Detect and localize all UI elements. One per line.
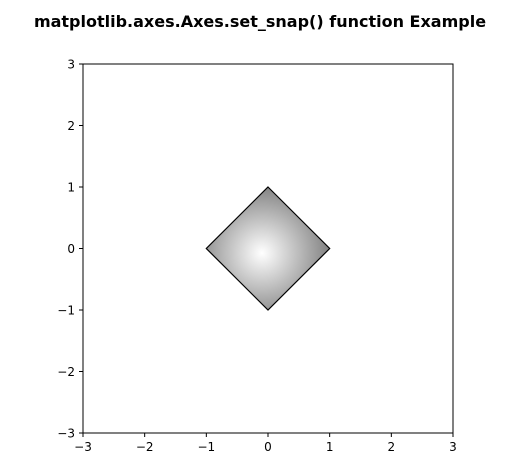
- y-tick-label: −3: [57, 427, 75, 441]
- plot-area: [83, 64, 453, 433]
- x-tick-label: −3: [74, 440, 92, 454]
- y-tick-label: −2: [57, 365, 75, 379]
- y-tick-label: 3: [67, 58, 75, 72]
- y-tick-label: 1: [67, 181, 75, 195]
- y-tick-label: −1: [57, 304, 75, 318]
- x-tick-label: 0: [264, 440, 272, 454]
- y-tick-label: 0: [67, 242, 75, 256]
- x-tick-label: −2: [136, 440, 154, 454]
- x-tick-label: −1: [197, 440, 215, 454]
- x-axis: −3 −2 −1 0 1 2 3: [74, 433, 457, 454]
- x-tick-label: 1: [326, 440, 334, 454]
- x-tick-label: 3: [449, 440, 457, 454]
- x-tick-label: 2: [388, 440, 396, 454]
- y-tick-label: 2: [67, 119, 75, 133]
- y-axis: −3 −2 −1 0 1 2 3: [57, 58, 83, 441]
- chart-title: matplotlib.axes.Axes.set_snap() function…: [34, 12, 486, 31]
